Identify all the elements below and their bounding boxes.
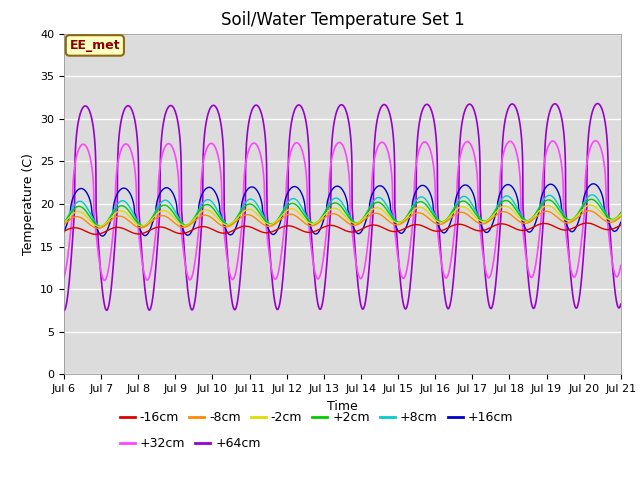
+64cm <box>124 103 131 108</box>
+8cm <box>124 201 132 207</box>
+16cm <box>157 189 164 195</box>
-8cm <box>157 213 164 219</box>
+2cm <box>606 216 614 222</box>
+2cm <box>60 220 68 226</box>
+32cm <box>546 140 554 146</box>
Line: -2cm: -2cm <box>64 205 621 227</box>
+16cm <box>589 181 597 187</box>
-16cm <box>546 222 554 228</box>
+64cm <box>606 229 614 235</box>
-2cm <box>60 220 68 226</box>
+32cm <box>100 277 108 283</box>
+32cm <box>298 147 306 153</box>
+8cm <box>606 216 614 222</box>
Line: +64cm: +64cm <box>64 104 621 311</box>
+16cm <box>617 219 625 225</box>
+8cm <box>97 224 105 229</box>
+8cm <box>274 217 282 223</box>
+64cm <box>617 301 625 307</box>
+16cm <box>124 187 132 193</box>
-8cm <box>606 219 614 225</box>
+2cm <box>274 216 282 222</box>
+32cm <box>592 138 600 144</box>
-16cm <box>583 220 591 226</box>
+16cm <box>274 227 282 232</box>
+16cm <box>99 233 106 239</box>
Title: Soil/Water Temperature Set 1: Soil/Water Temperature Set 1 <box>221 11 464 29</box>
+2cm <box>97 224 104 229</box>
+64cm <box>274 307 282 312</box>
-16cm <box>298 228 306 233</box>
-8cm <box>586 208 593 214</box>
Y-axis label: Temperature (C): Temperature (C) <box>22 153 35 255</box>
+2cm <box>298 209 306 215</box>
+64cm <box>594 101 602 107</box>
+8cm <box>617 210 625 216</box>
Line: +8cm: +8cm <box>64 195 621 227</box>
-2cm <box>95 224 103 229</box>
+2cm <box>588 196 595 202</box>
+32cm <box>606 244 614 250</box>
Line: -8cm: -8cm <box>64 211 621 228</box>
X-axis label: Time: Time <box>327 400 358 413</box>
Line: -16cm: -16cm <box>64 223 621 234</box>
-16cm <box>617 222 625 228</box>
+2cm <box>617 210 625 216</box>
-2cm <box>157 208 164 214</box>
Line: +16cm: +16cm <box>64 184 621 236</box>
+32cm <box>124 142 132 147</box>
-2cm <box>617 211 625 217</box>
+64cm <box>298 104 305 110</box>
+8cm <box>298 204 306 210</box>
-2cm <box>124 212 132 217</box>
+16cm <box>546 181 554 187</box>
+32cm <box>274 272 282 278</box>
-2cm <box>298 213 306 219</box>
-8cm <box>617 214 625 219</box>
-8cm <box>60 222 68 228</box>
-8cm <box>298 218 306 224</box>
+8cm <box>546 192 554 198</box>
+2cm <box>124 206 132 212</box>
-2cm <box>546 203 554 209</box>
-8cm <box>124 217 132 223</box>
-16cm <box>124 228 132 233</box>
+64cm <box>60 308 68 313</box>
Text: EE_met: EE_met <box>70 39 120 52</box>
+16cm <box>298 191 306 197</box>
-16cm <box>92 231 100 237</box>
+64cm <box>546 108 554 114</box>
-8cm <box>546 209 554 215</box>
+8cm <box>60 220 68 226</box>
-8cm <box>274 219 282 225</box>
-2cm <box>274 217 282 223</box>
-2cm <box>606 217 614 223</box>
Line: +32cm: +32cm <box>64 141 621 280</box>
Legend: +32cm, +64cm: +32cm, +64cm <box>115 432 266 455</box>
-16cm <box>157 224 164 230</box>
-16cm <box>274 226 282 232</box>
+8cm <box>588 192 596 198</box>
+32cm <box>617 263 625 268</box>
-16cm <box>60 228 68 234</box>
+2cm <box>157 204 164 209</box>
+64cm <box>157 152 164 157</box>
+32cm <box>60 275 68 280</box>
+16cm <box>60 229 68 235</box>
-8cm <box>94 226 102 231</box>
+16cm <box>606 224 614 229</box>
-16cm <box>606 227 614 232</box>
+2cm <box>546 197 554 203</box>
Line: +2cm: +2cm <box>64 199 621 227</box>
+8cm <box>157 200 164 206</box>
-2cm <box>586 202 594 208</box>
+32cm <box>157 158 164 164</box>
